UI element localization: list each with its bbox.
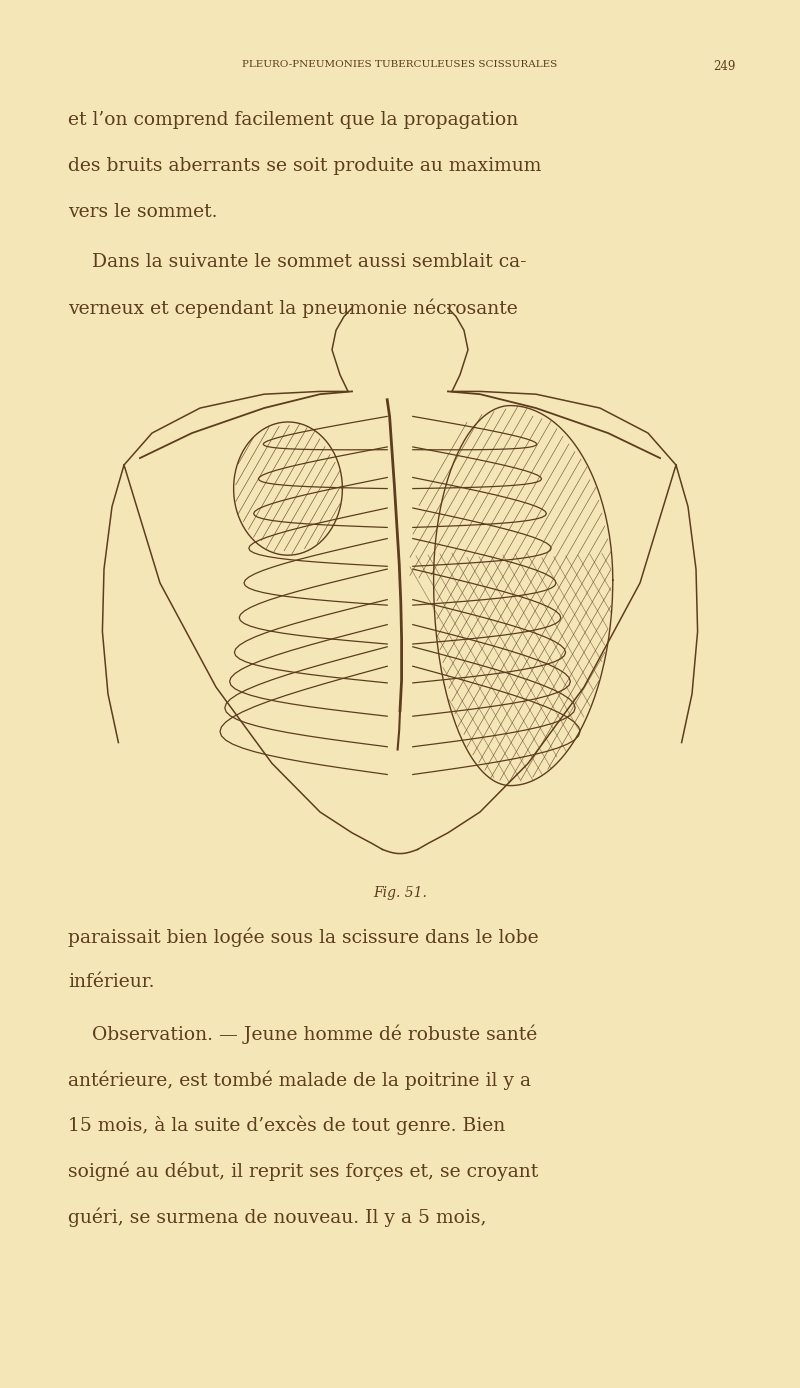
Text: 15 mois, à la suite d’excès de tout genre. Bien: 15 mois, à la suite d’excès de tout genr… (68, 1116, 506, 1135)
Text: 249: 249 (714, 60, 736, 72)
Text: et l’on comprend facilement que la propagation: et l’on comprend facilement que la propa… (68, 111, 518, 129)
Text: paraissait bien logée sous la scissure dans le lobe: paraissait bien logée sous la scissure d… (68, 927, 538, 947)
Text: verneux et cependant la pneumonie nécrosante: verneux et cependant la pneumonie nécros… (68, 298, 518, 318)
Text: soigné au début, il reprit ses forçes et, se croyant: soigné au début, il reprit ses forçes et… (68, 1162, 538, 1181)
Text: Dans la suivante le sommet aussi semblait ca-: Dans la suivante le sommet aussi semblai… (68, 253, 526, 271)
Text: des bruits aberrants se soit produite au maximum: des bruits aberrants se soit produite au… (68, 157, 542, 175)
Text: Observation. — Jeune homme dé robuste santé: Observation. — Jeune homme dé robuste sa… (68, 1024, 538, 1044)
Text: Fig. 51.: Fig. 51. (373, 886, 427, 899)
Text: antérieure, est tombé malade de la poitrine il y a: antérieure, est tombé malade de la poitr… (68, 1070, 531, 1090)
Text: guéri, se surmena de nouveau. Il y a 5 mois,: guéri, se surmena de nouveau. Il y a 5 m… (68, 1208, 486, 1227)
Text: PLEURO-PNEUMONIES TUBERCULEUSES SCISSURALES: PLEURO-PNEUMONIES TUBERCULEUSES SCISSURA… (242, 60, 558, 68)
Text: inférieur.: inférieur. (68, 973, 154, 991)
Text: vers le sommet.: vers le sommet. (68, 203, 218, 221)
